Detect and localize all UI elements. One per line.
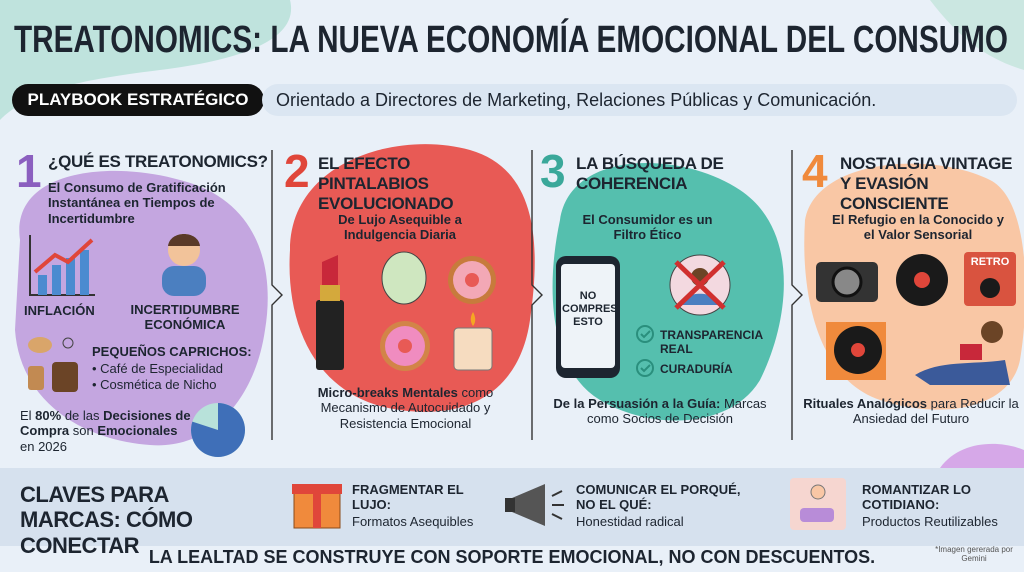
list-title: PEQUEÑOS CAPRICHOS:: [92, 344, 252, 359]
phone-icon: [556, 256, 620, 378]
section-title: LA BÚSQUEDA DE COHERENCIA: [576, 154, 724, 194]
section-title: NOSTALGIA VINTAGE Y EVASIÓN CONSCIENTE: [840, 154, 1013, 214]
key-text: Productos Reutilizables: [862, 514, 998, 529]
corner-blob: [0, 0, 292, 120]
key-title: COMUNICAR EL PORQUÉ, NO EL QUÉ:: [576, 482, 741, 513]
phone-text: NO COMPRES ESTO: [562, 290, 618, 328]
donut-icon: [448, 256, 496, 304]
stat-part: de Compra: [20, 408, 191, 439]
uncertainty-icon: [162, 234, 206, 296]
subtitle-bg: [262, 84, 1017, 116]
mask-icon: [381, 251, 427, 305]
section-footer: De la Persuasión a la Guía: Marcas como …: [540, 396, 780, 427]
retro-label: RETRO: [970, 256, 1010, 268]
inflation-icon: [29, 235, 95, 296]
subtitle: Orientado a Directores de Marketing, Rel…: [276, 90, 877, 110]
icon-label: INFLACIÓN: [24, 303, 95, 318]
section-footer: Rituales Analógicos para Reducir la Ansi…: [800, 396, 1022, 427]
stat-value: 80%: [35, 408, 62, 423]
stat-part: en 2026: [20, 438, 67, 454]
stat-part: Decisiones: [103, 408, 172, 423]
section-footer: Micro-breaks Mentales como Mecanismo de …: [288, 385, 523, 431]
section-title: ¿QUÉ ES TREATONOMICS?: [48, 152, 268, 171]
icon-label: INCERTIDUMBRE ECONÓMICA: [130, 302, 240, 333]
footer-bold: Micro-breaks Mentales: [317, 385, 458, 400]
stat-part: El: [20, 408, 36, 423]
key-title: FRAGMENTAR EL LUJO:: [352, 482, 464, 513]
corner-blob: [940, 443, 1024, 468]
section-number: 2: [284, 145, 310, 197]
main-title: TREATONOMICS: LA NUEVA ECONOMÍA EMOCIONA…: [14, 17, 1008, 61]
gift-icon: [292, 484, 342, 529]
list-item: • Cosmética de Nicho: [92, 377, 217, 392]
list-item-text: Café de Especialidad: [100, 361, 224, 376]
camera-icon: [816, 262, 878, 302]
corner-blob: [930, 0, 1024, 70]
donut-icon: [380, 321, 430, 371]
list-item: • Café de Especialidad: [92, 361, 224, 376]
megaphone-icon: [505, 484, 564, 526]
treats-icon: [28, 337, 78, 392]
footer-text: para Reducir la Ansiedad del Futuro: [852, 396, 1019, 427]
section-title: EL EFECTO PINTALABIOS EVOLUCIONADO: [318, 154, 454, 214]
footer-text: Marcas como Socios de Decisión: [587, 396, 767, 427]
footer-bold: De la Persuasión a la Guía:: [553, 396, 721, 411]
check-label: CURADURÍA: [660, 362, 733, 376]
pie-slice: [191, 403, 245, 457]
home-icon: [790, 478, 846, 530]
credit: *Imagen gererada por Gemini: [935, 545, 1013, 564]
key-text: Honestidad radical: [576, 514, 684, 529]
list-item-text: Cosmética de Nicho: [100, 377, 217, 392]
key-text: Formatos Asequibles: [352, 514, 474, 529]
stat-text: El 80% de las Decisiones de Compra son E…: [20, 408, 192, 454]
reader-icon: [915, 321, 1010, 385]
badge-bg: [12, 84, 264, 116]
separators: [271, 150, 803, 440]
stat-part: Emocionales: [97, 423, 178, 439]
badge: PLAYBOOK ESTRATÉGICO: [27, 90, 249, 109]
section-subtitle: El Refugio en la Conocido y el Valor Sen…: [832, 212, 1004, 243]
key-title: ROMANTIZAR LO COTIDIANO:: [862, 482, 972, 513]
section-subtitle: El Consumo de Gratificación Instantánea …: [48, 180, 226, 226]
keys-title: CLAVES PARA MARCAS: CÓMO CONECTAR: [20, 482, 193, 558]
footer-text: como Mecanismo de Autocuidado y Resisten…: [320, 385, 494, 431]
check-icons: [636, 325, 654, 377]
tagline: LA LEALTAD SE CONSTRUYE CON SOPORTE EMOC…: [148, 547, 876, 567]
vinyl-icon: [896, 254, 948, 306]
footer-bold: Rituales Analógicos: [803, 396, 927, 411]
stat-part: de las: [61, 408, 104, 423]
blob-purple: [15, 170, 268, 446]
section-number: 4: [802, 145, 828, 197]
section-number: 3: [540, 145, 566, 197]
retro-box: [964, 252, 1016, 306]
section-number: 1: [16, 145, 42, 197]
candle-icon: [453, 312, 493, 371]
lipstick-icon: [316, 255, 344, 370]
stat-part: son: [69, 423, 98, 439]
check-label: TRANSPARENCIA REAL: [660, 328, 763, 357]
consumer-icon: [669, 254, 731, 316]
section-subtitle: El Consumidor es un Filtro Ético: [582, 212, 713, 243]
records-icon: [826, 322, 886, 380]
section-subtitle: De Lujo Asequible a Indulgencia Diaria: [338, 212, 462, 243]
